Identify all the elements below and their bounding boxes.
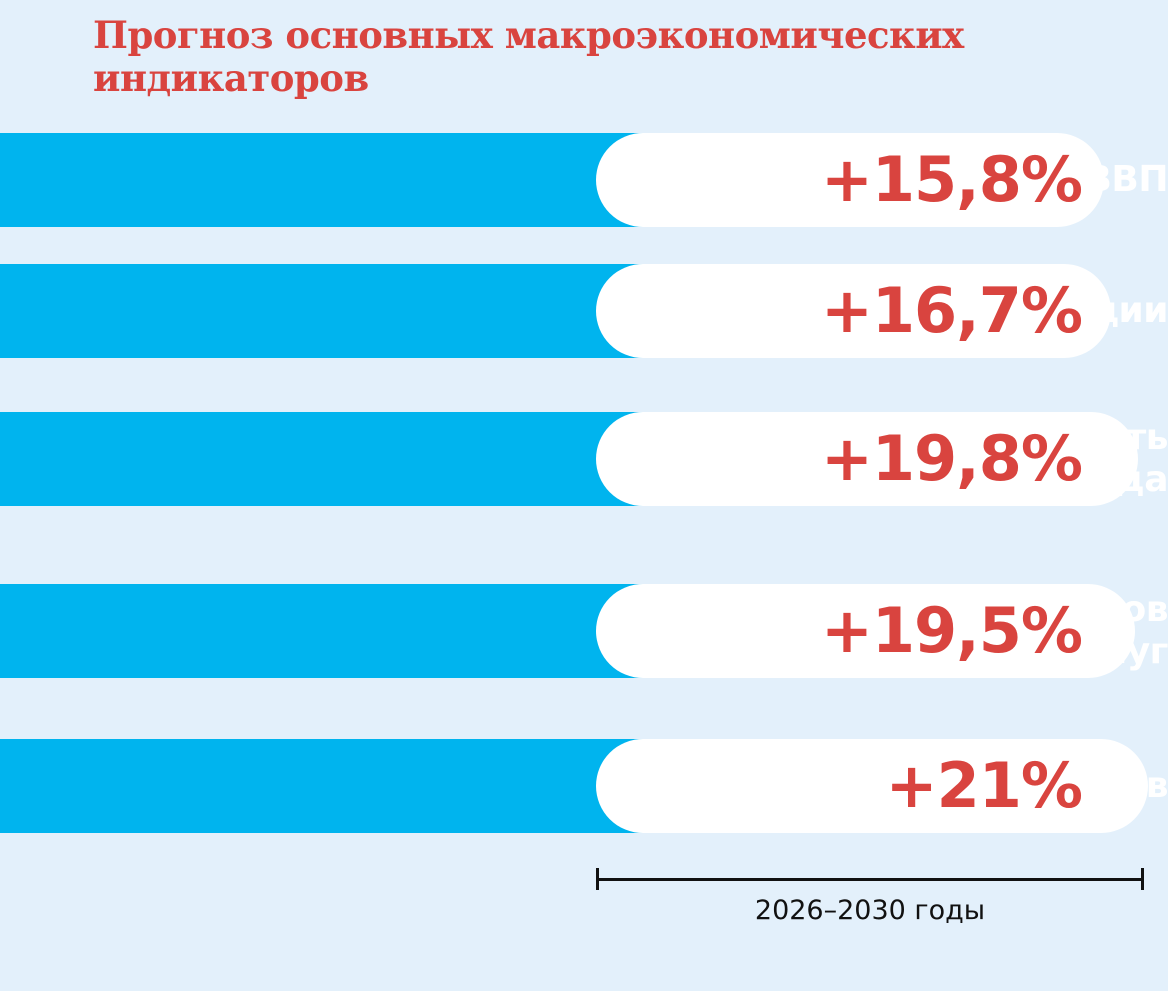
category-band [0,739,650,833]
period-label: 2026–2030 годы [754,895,986,926]
value-label: +16,7% [820,274,1083,347]
value-label: +19,5% [820,594,1083,667]
chart-title: Прогноз основных макроэкономических инди… [93,13,964,100]
category-band [0,412,650,506]
value-label: +21% [885,749,1083,822]
value-bar [596,133,1104,227]
category-band [0,584,650,678]
period-axis-tick-end [1141,868,1144,890]
bar-row: Экспорт товарови услуг+19,5% [0,584,1168,678]
period-axis-line [596,878,1144,881]
value-bar [596,739,1148,833]
category-band [0,133,650,227]
period-axis [596,868,1144,890]
value-label: +19,8% [820,422,1083,495]
bar-row: Инвестиции+16,7% [0,264,1168,358]
bar-row: ВВП +15,8% [0,133,1168,227]
period-axis-tick-start [596,868,599,890]
bar-row: Рост доходов+21% [0,739,1168,833]
value-bar [596,264,1111,358]
value-bar [596,584,1135,678]
value-label: +15,8% [820,143,1083,216]
category-band [0,264,650,358]
value-bar [596,412,1138,506]
bar-row: Производительностьтруда+19,8% [0,412,1168,506]
